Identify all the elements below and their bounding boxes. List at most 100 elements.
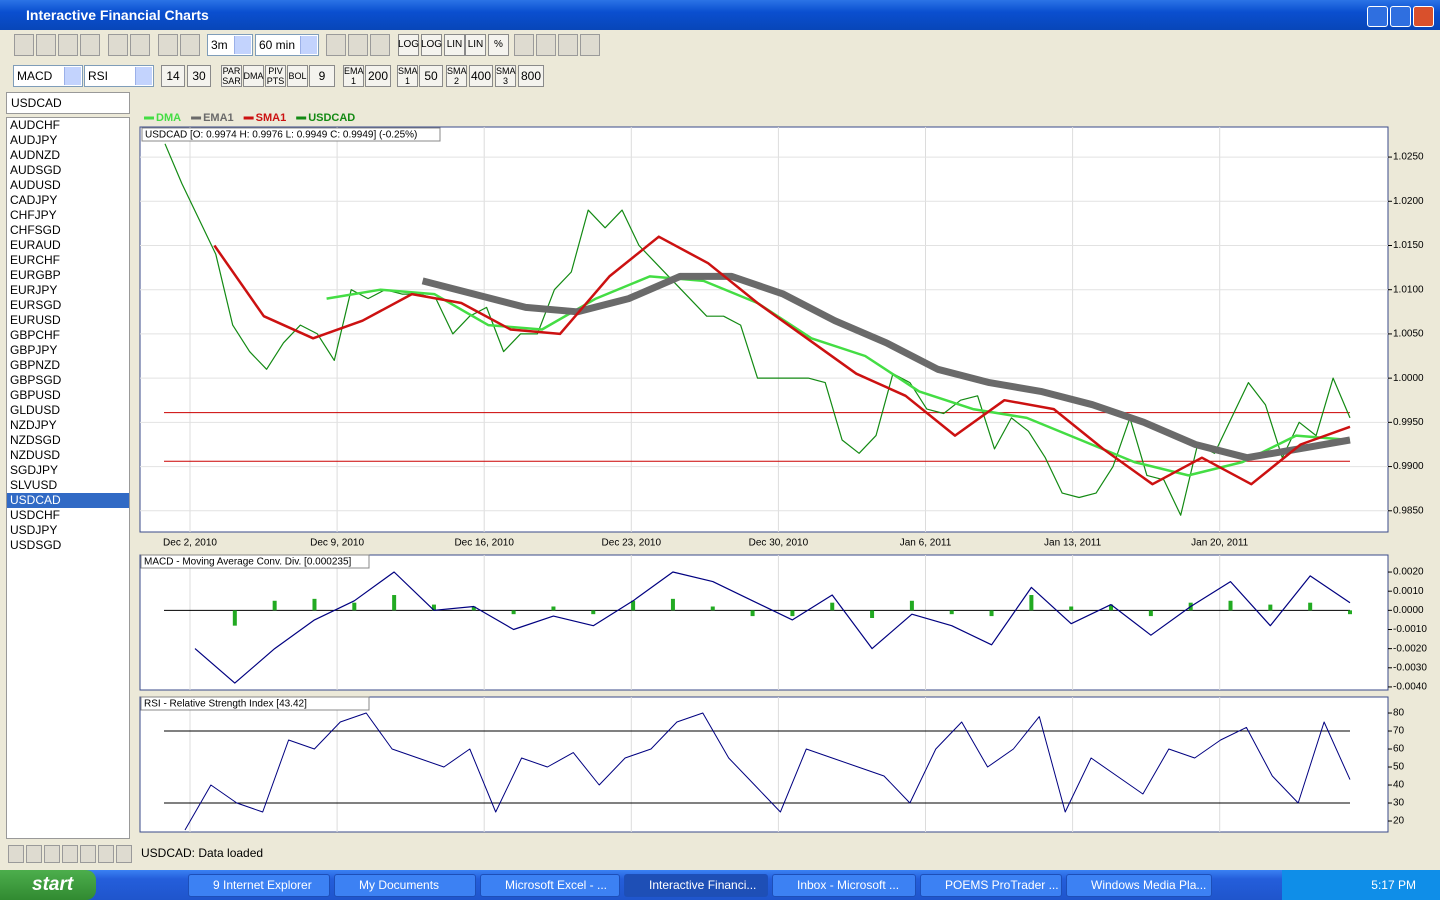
maximize-button[interactable] — [1390, 6, 1411, 27]
average-period[interactable]: 200 — [365, 65, 391, 87]
symbol-item[interactable]: GLDUSD — [10, 403, 61, 417]
task-button[interactable]: Microsoft Excel - ... — [480, 874, 620, 897]
interval-select[interactable]: 60 min — [255, 34, 319, 56]
histogram-bar — [1268, 604, 1273, 611]
histogram-bar — [750, 610, 755, 617]
symbol-item[interactable]: AUDSGD — [10, 163, 62, 177]
y-tick-label: 1.0050 — [1393, 329, 1424, 340]
symbol-item[interactable]: EURCHF — [10, 253, 60, 267]
symbol-item[interactable]: NZDSGD — [10, 433, 61, 447]
overlay-button[interactable]: DMA — [243, 65, 264, 87]
tool-button[interactable] — [8, 845, 24, 863]
rsi-high-input[interactable]: 30 — [187, 65, 211, 87]
symbol-item[interactable]: EURUSD — [10, 313, 61, 327]
tool-button[interactable] — [558, 34, 578, 56]
symbol-item[interactable]: NZDUSD — [10, 448, 60, 462]
scale-button[interactable]: LIN — [444, 34, 465, 56]
x-tick-label: Jan 6, 2011 — [900, 538, 952, 549]
symbol-item[interactable]: CADJPY — [10, 193, 58, 207]
symbol-item[interactable]: USDJPY — [10, 523, 58, 537]
task-button[interactable]: Interactive Financi... — [624, 874, 768, 897]
symbol-item[interactable]: AUDUSD — [10, 178, 61, 192]
tool-button[interactable] — [130, 34, 150, 56]
bottom-icons — [8, 845, 132, 863]
scale-button[interactable]: LOG — [421, 34, 442, 56]
bol-period-input[interactable]: 9 — [309, 65, 335, 87]
overlay-button[interactable]: PIV PTS — [265, 65, 286, 87]
tool-button[interactable] — [98, 845, 114, 863]
task-button[interactable]: 9 Internet Explorer — [188, 874, 330, 897]
tool-button[interactable] — [514, 34, 534, 56]
chart-type-button[interactable] — [326, 34, 346, 56]
tool-button[interactable] — [108, 34, 128, 56]
symbol-item[interactable]: SLVUSD — [10, 478, 58, 492]
average-period[interactable]: 50 — [419, 65, 443, 87]
macd-line — [194, 571, 1351, 684]
tool-button[interactable] — [116, 845, 132, 863]
symbol-item[interactable]: AUDCHF — [10, 118, 60, 132]
symbol-item[interactable]: EURJPY — [10, 283, 58, 297]
symbol-field[interactable]: USDCAD — [6, 92, 130, 114]
symbol-item[interactable]: CHFSGD — [10, 223, 61, 237]
zoom-in-button[interactable] — [158, 34, 178, 56]
tool-button[interactable] — [536, 34, 556, 56]
symbol-item[interactable]: GBPCHF — [10, 328, 61, 342]
tool-button[interactable] — [14, 34, 34, 56]
symbol-item[interactable]: GBPJPY — [10, 343, 58, 357]
symbol-item[interactable]: USDCHF — [10, 508, 60, 522]
tool-button[interactable] — [80, 845, 96, 863]
task-button[interactable]: My Documents — [334, 874, 476, 897]
scale-button[interactable]: % — [488, 34, 509, 56]
symbol-item[interactable]: AUDJPY — [10, 133, 58, 147]
tool-button[interactable] — [26, 845, 42, 863]
average-period[interactable]: 800 — [518, 65, 544, 87]
overlay-button[interactable]: BOL — [287, 65, 308, 87]
rsi-low-input[interactable]: 14 — [161, 65, 185, 87]
symbol-item[interactable]: GBPUSD — [10, 388, 61, 402]
average-button[interactable]: SMA 1 — [397, 65, 418, 87]
symbol-item[interactable]: GBPNZD — [10, 358, 61, 372]
average-period[interactable]: 400 — [469, 65, 493, 87]
chart-type-button[interactable] — [348, 34, 368, 56]
period-select[interactable]: 3m — [207, 34, 253, 56]
plot-area — [139, 126, 1389, 533]
tool-button[interactable] — [80, 34, 100, 56]
task-button[interactable]: POEMS ProTrader ... — [920, 874, 1062, 897]
task-button[interactable]: Inbox - Microsoft ... — [772, 874, 916, 897]
close-button[interactable] — [1413, 6, 1434, 27]
start-button[interactable]: start — [0, 870, 96, 900]
tool-button[interactable] — [44, 845, 60, 863]
overlay-button[interactable]: PAR SAR — [221, 65, 242, 87]
indicator-select[interactable]: RSI — [84, 65, 154, 87]
average-button[interactable]: SMA 2 — [446, 65, 467, 87]
symbol-item[interactable]: CHFJPY — [10, 208, 57, 222]
symbol-item[interactable]: SGDJPY — [10, 463, 59, 477]
symbol-item[interactable]: NZDJPY — [10, 418, 57, 432]
symbol-item[interactable]: EURSGD — [10, 298, 62, 312]
y-tick-label: 60 — [1393, 744, 1405, 755]
minimize-button[interactable] — [1367, 6, 1388, 27]
series-line — [164, 143, 1351, 516]
tool-button[interactable] — [580, 34, 600, 56]
symbol-item[interactable]: AUDNZD — [10, 148, 60, 162]
y-tick-label: -0.0010 — [1393, 624, 1427, 635]
zoom-out-button[interactable] — [180, 34, 200, 56]
symbol-item[interactable]: USDCAD — [7, 493, 129, 508]
scale-button[interactable]: LOG — [398, 34, 419, 56]
indicator-select[interactable]: MACD — [13, 65, 83, 87]
histogram-bar — [670, 598, 675, 611]
symbol-item[interactable]: EURGBP — [10, 268, 61, 282]
symbol-item[interactable]: USDSGD — [10, 538, 62, 552]
scale-button[interactable]: LIN — [465, 34, 486, 56]
tool-button[interactable] — [36, 34, 56, 56]
tool-button[interactable] — [62, 845, 78, 863]
tool-button[interactable] — [58, 34, 78, 56]
x-tick-label: Jan 13, 2011 — [1044, 538, 1102, 549]
average-button[interactable]: EMA 1 — [343, 65, 364, 87]
average-button[interactable]: SMA 3 — [495, 65, 516, 87]
symbol-item[interactable]: GBPSGD — [10, 373, 62, 387]
chart-type-button[interactable] — [370, 34, 390, 56]
task-button[interactable]: Windows Media Pla... — [1066, 874, 1212, 897]
symbol-item[interactable]: EURAUD — [10, 238, 61, 252]
